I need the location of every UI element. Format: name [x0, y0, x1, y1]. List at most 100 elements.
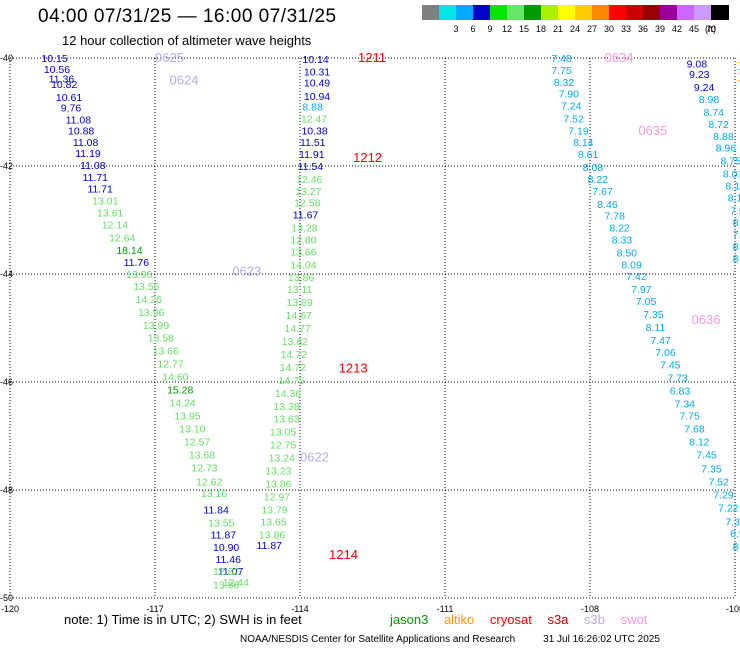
wave-height-label: 6.9: [730, 528, 740, 540]
wave-height-label: 8.74: [704, 107, 725, 119]
scale-label: 30: [603, 24, 614, 34]
wave-height-label: 13.55: [208, 517, 234, 529]
lon-tick-label: -114: [291, 604, 308, 614]
scale-label: 3: [453, 24, 459, 34]
wave-height-label: 7.42: [626, 271, 647, 283]
wave-height-label: 14.72: [280, 362, 306, 374]
wave-height-label: 7.05: [636, 296, 657, 308]
wave-height-label: 10.31: [304, 67, 330, 79]
scale-swatch: [422, 5, 440, 20]
wave-height-label: 10.90: [213, 542, 239, 554]
wave-height-label: 8.08: [583, 162, 604, 174]
wave-height-label: 9.76: [61, 103, 82, 115]
wave-height-label: 13.95: [174, 410, 200, 422]
legend-jason3: jason3: [390, 612, 429, 627]
wave-height-label: 11.71: [87, 184, 113, 196]
wave-height-label: 13.38: [273, 401, 299, 413]
wave-height-label: 8.19: [728, 192, 740, 204]
footer-note: note: 1) Time is in UTC; 2) SWH is in fe…: [64, 612, 302, 627]
scale-swatch: [575, 5, 593, 20]
wave-height-label: 11.67: [293, 210, 319, 222]
wave-height-label: 10.15: [41, 53, 67, 65]
pass-number-label: 0623: [232, 263, 261, 278]
wave-height-label: 12.44: [223, 577, 249, 589]
wave-height-label: 14.24: [170, 398, 196, 410]
pass-labels: 0625 0624 0623 0622 1211 1212 1213 1214 0634 0635…: [155, 50, 740, 562]
wave-height-label: 13.23: [265, 466, 291, 478]
wave-height-label: 15.28: [167, 385, 193, 397]
wave-height-label: 11.91: [299, 149, 325, 161]
wave-height-label: 7.35: [643, 309, 664, 321]
legend-swot: swot: [620, 612, 648, 627]
scale-label: 21: [552, 24, 563, 34]
pass-number-label: 0634: [605, 50, 634, 65]
lat-tick-label: -42: [0, 161, 13, 171]
wave-height-label: 18.14: [116, 245, 142, 257]
scale-label: 70: [705, 24, 716, 34]
wave-height-label: 7.52: [563, 113, 584, 125]
wave-height-label: 11.08: [66, 115, 92, 127]
wave-height-label: 8: [733, 253, 739, 265]
scale-label: 33: [620, 24, 631, 34]
scale-label: 12: [501, 24, 512, 34]
credit-text: NOAA/NESDIS Center for Satellite Applica…: [240, 634, 516, 645]
wave-height-label: 7.9: [733, 229, 740, 241]
wave-height-label: 12.73: [191, 462, 217, 474]
wave-height-label: 12.64: [109, 232, 135, 244]
wave-height-label: 7.29: [713, 489, 734, 501]
wave-height-label: 12.77: [157, 359, 183, 371]
wave-height-label: 8.98: [699, 94, 720, 106]
wave-height-label: 13.86: [213, 580, 239, 592]
wave-height-label: 8.72: [708, 119, 729, 131]
wave-height-label: 11.71: [83, 172, 109, 184]
wave-height-label: 13.27: [295, 186, 321, 198]
scale-swatch: [626, 5, 644, 20]
wave-height-label: 12.47: [301, 113, 327, 125]
pass-number-label: 1330: [737, 58, 740, 73]
wave-height-label: 13.11: [287, 284, 313, 296]
map-title: 04:00 07/31/25 — 16:00 07/31/25: [38, 6, 337, 27]
wave-height-label: 14.72: [281, 349, 307, 361]
pass-number-label: 1212: [353, 150, 382, 165]
scale-swatch: [473, 5, 491, 20]
wave-height-label: 7.52: [708, 476, 729, 488]
scale-swatch: [677, 5, 695, 20]
wave-height-label: 8.61: [578, 149, 599, 161]
wave-height-label: 13.56: [133, 281, 159, 293]
scale-swatch: [711, 5, 729, 20]
wave-height-label: 10.56: [44, 64, 70, 76]
wave-height-label: 13.99: [143, 320, 169, 332]
scale-label: 36: [637, 24, 648, 34]
wave-height-label: 13.96: [138, 307, 164, 319]
legend-altiko: altiko: [443, 612, 475, 627]
pass-number-label: 1329: [737, 69, 740, 84]
lon-tick-label: -105: [726, 604, 740, 614]
wave-height-label: 11.08: [73, 137, 99, 149]
legend-cryosat: cryosat: [489, 612, 532, 627]
wave-height-label: 10.94: [304, 91, 330, 103]
map-subtitle: 12 hour collection of altimeter wave hei…: [62, 33, 312, 48]
wave-height-label: 11.46: [215, 554, 241, 566]
wave-height-label: 6.83: [670, 386, 691, 398]
scale-swatch: [439, 5, 457, 20]
scale-swatch: [694, 5, 712, 20]
lat-tick-label: -48: [0, 485, 13, 495]
lat-tick-label: -44: [0, 269, 13, 279]
wave-height-label: 8.33: [612, 234, 633, 246]
pass-number-label: 0622: [300, 450, 329, 465]
wave-height-label: 9.23: [689, 69, 710, 81]
scale-label: 24: [569, 24, 580, 34]
wave-height-label: 7.78: [605, 211, 626, 223]
wave-height-label: 11.07: [218, 566, 244, 578]
scale-swatch: [592, 5, 610, 20]
wave-height-label: 8.46: [597, 199, 618, 211]
wave-height-label: 7.06: [655, 347, 676, 359]
wave-height-label: 13.10: [179, 423, 205, 435]
wave-height-label: 13.58: [148, 333, 174, 345]
wave-height-label: 12.82: [213, 566, 239, 578]
pass-number-label: 0624: [170, 73, 199, 88]
scale-label: 18: [535, 24, 546, 34]
wave-height-label: 7.75: [551, 65, 572, 77]
wave-height-label: 12.46: [296, 174, 322, 186]
